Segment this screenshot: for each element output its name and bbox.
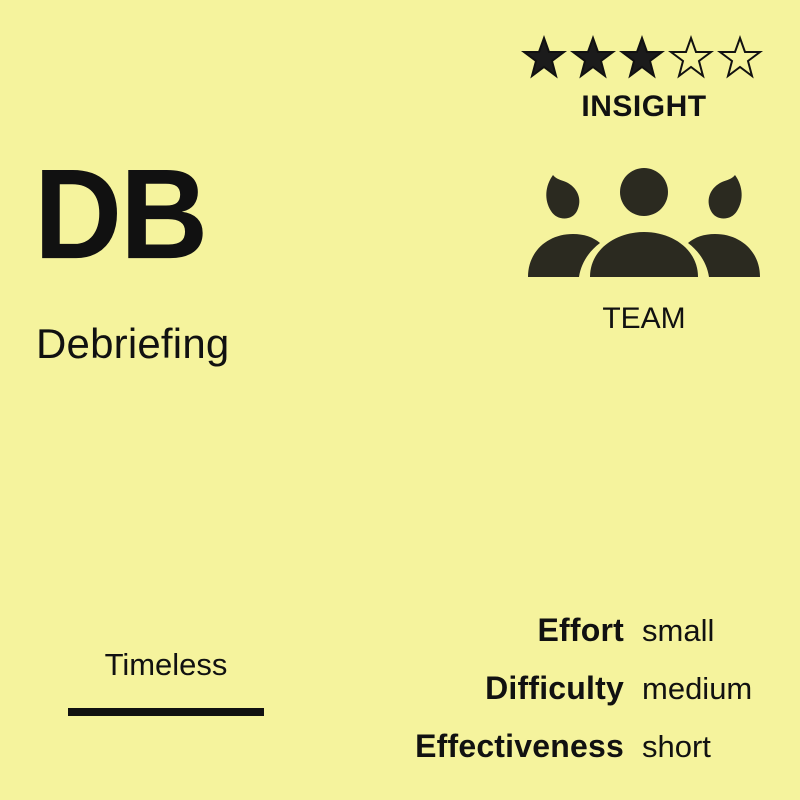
metric-row-effectiveness: Effectiveness short xyxy=(360,726,780,784)
rating-stars xyxy=(520,34,768,82)
metric-row-difficulty: Difficulty medium xyxy=(360,668,780,726)
metric-label: Difficulty xyxy=(485,670,624,706)
metric-value: short xyxy=(642,729,711,764)
timing-label: Timeless xyxy=(104,647,228,682)
metric-label: Effort xyxy=(537,612,624,648)
metric-label: Effectiveness xyxy=(415,728,624,764)
metrics-list: Effort small Difficulty medium Effective… xyxy=(360,610,780,784)
category-label: INSIGHT xyxy=(581,90,707,123)
metric-value: medium xyxy=(642,671,753,706)
metric-value: small xyxy=(642,613,715,648)
timing-underline xyxy=(68,708,264,716)
method-title: Debriefing xyxy=(36,320,230,367)
star-outline-icon xyxy=(667,34,715,82)
group-label: TEAM xyxy=(602,302,686,335)
team-icon xyxy=(520,165,768,283)
star-filled-icon xyxy=(520,34,568,82)
method-abbreviation: DB xyxy=(34,142,208,286)
star-filled-icon xyxy=(618,34,666,82)
star-outline-icon xyxy=(716,34,764,82)
metric-row-effort: Effort small xyxy=(360,610,780,668)
star-filled-icon xyxy=(569,34,617,82)
